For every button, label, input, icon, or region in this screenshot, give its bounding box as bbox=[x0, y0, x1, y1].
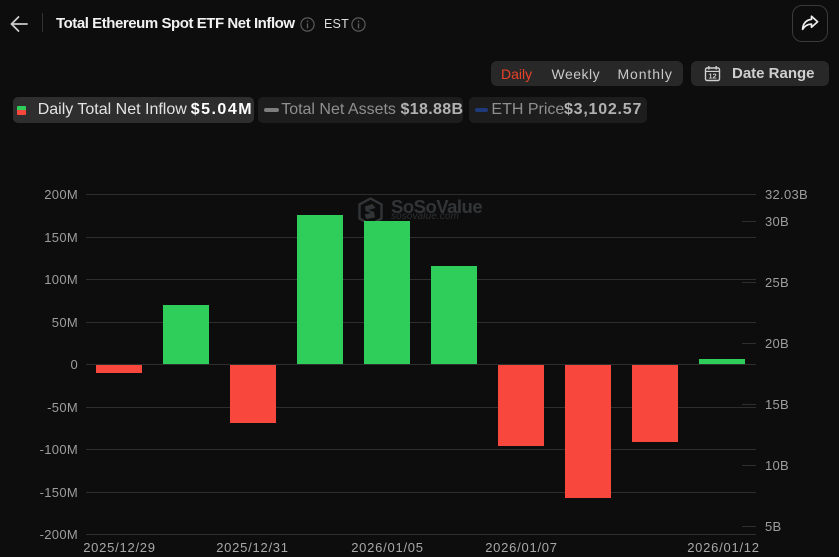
svg-text:12: 12 bbox=[708, 72, 716, 81]
